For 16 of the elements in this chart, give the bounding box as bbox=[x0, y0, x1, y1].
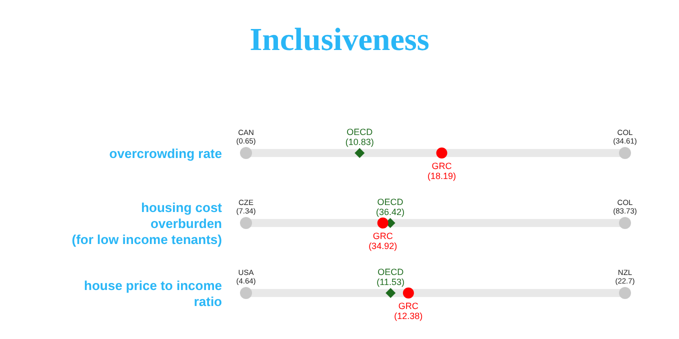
legend-label: OECD bbox=[346, 127, 374, 137]
legend-label: GRC bbox=[432, 161, 452, 171]
text: GRC bbox=[398, 301, 418, 311]
data-label: (36.42) bbox=[376, 207, 405, 217]
text: GRC bbox=[372, 231, 393, 241]
text: OECD bbox=[377, 197, 404, 207]
text: Inclusiveness bbox=[250, 21, 430, 57]
category-label: house price to income ratio bbox=[84, 278, 222, 309]
data-label: (34.92) bbox=[368, 241, 398, 251]
category-label: housing cost overburden (for low income tenants) bbox=[72, 200, 223, 247]
data-label: (11.53) bbox=[376, 277, 405, 287]
category-label: overcrowding rate bbox=[109, 146, 222, 161]
data-label: (12.38) bbox=[394, 311, 423, 321]
data-label: (10.83) bbox=[345, 137, 374, 147]
text: OECD bbox=[378, 267, 404, 277]
data-label: (18.19) bbox=[427, 171, 456, 181]
